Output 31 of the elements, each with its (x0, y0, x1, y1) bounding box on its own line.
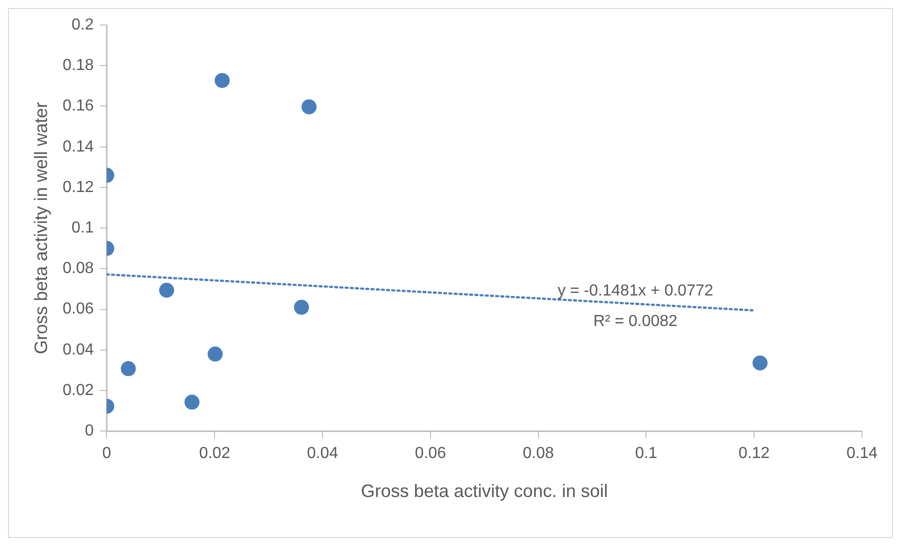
point (752, 355, 768, 370)
point (184, 394, 200, 410)
y-tick-label: 0.04 (62, 341, 94, 358)
y-tick-label: 0.08 (62, 260, 94, 278)
y-tick-label: 0.2 (71, 16, 94, 34)
y-tick-label: 0.14 (62, 138, 94, 156)
x-tick-label: 0 (102, 445, 112, 462)
point (302, 99, 317, 114)
y-tick-label: 0 (84, 422, 94, 440)
x-tick-label: 0.12 (738, 445, 770, 462)
point (294, 300, 309, 315)
x-tick-label: 0.04 (306, 445, 338, 462)
y-tick-label: 0.16 (62, 98, 94, 115)
x-tick-label: 0.1 (635, 445, 658, 462)
x-tick-label: 0.14 (846, 445, 878, 462)
y-tick-label: 0.1 (71, 220, 94, 237)
y-tick-label: 0.02 (62, 382, 94, 399)
y-tick-label: 0.12 (62, 178, 94, 196)
y-tick-label: 0.18 (62, 57, 94, 74)
annotation: y = -0.1481x + 0.0772 (558, 282, 714, 300)
point (159, 282, 174, 298)
point (208, 346, 223, 362)
x-axis-title: Gross beta activity conc. in soil (360, 481, 608, 502)
y-axis-title: Gross beta activity in well water (30, 102, 51, 354)
y-tick-label: 0.06 (62, 300, 94, 318)
x-tick-label: 0.08 (522, 445, 554, 462)
x-tick-label: 0.06 (414, 445, 446, 462)
point (120, 361, 136, 376)
x-tick-label: 0.02 (199, 445, 230, 462)
point (214, 72, 230, 88)
annotation: R² = 0.0082 (593, 312, 678, 330)
